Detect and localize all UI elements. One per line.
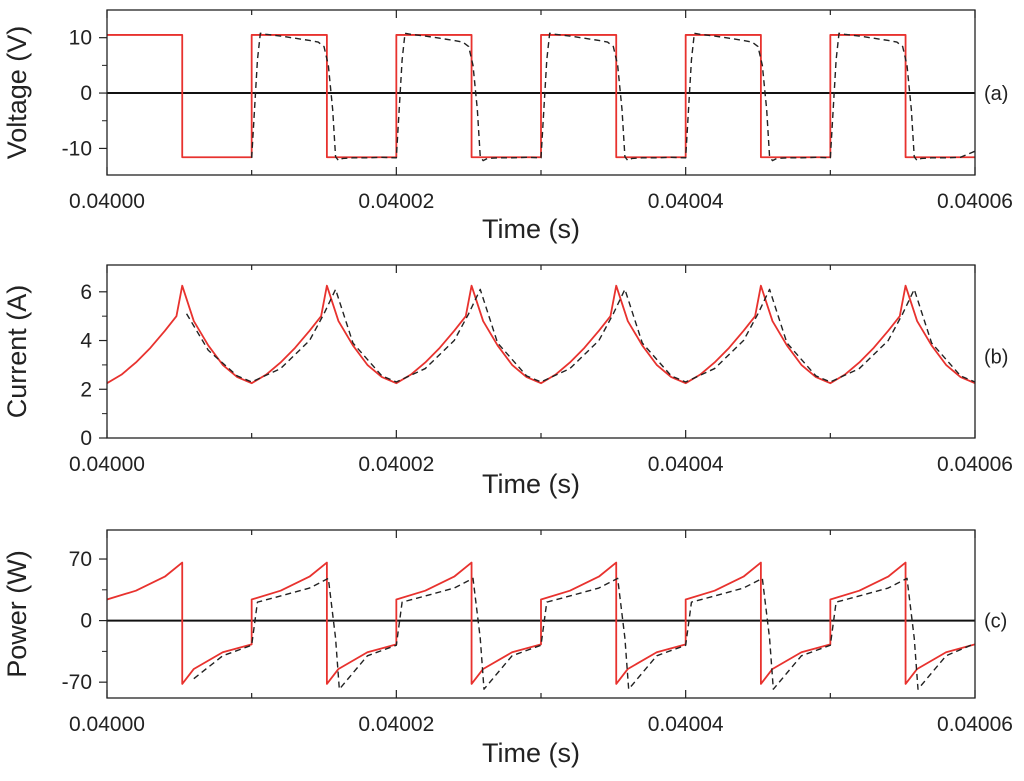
x-tick-label: 0.04002	[358, 453, 434, 476]
y-axis-title: Power (W)	[2, 550, 32, 678]
x-tick-label: 0.04002	[358, 190, 434, 213]
panel-label: (b)	[984, 347, 1008, 369]
x-tick-label: 0.04004	[648, 713, 724, 736]
panel-c: 0.04000 0.04002 0.04004 0.04006 70 0 -70 Time (…	[2, 529, 1013, 768]
plot-frame	[106, 9, 976, 176]
y-tick-label: 0	[80, 82, 92, 105]
y-tick-label: -10	[62, 137, 92, 160]
y-axis-title: Voltage (V)	[2, 26, 32, 160]
series-line-dashed	[250, 32, 975, 162]
x-axis-title: Time (s)	[482, 738, 580, 768]
y-tick-label: -70	[62, 671, 92, 694]
series-line-solid	[107, 284, 975, 385]
y-tick-label: 0	[80, 427, 92, 450]
panel-b: 0.04000 0.04002 0.04004 0.04006 6 4 2 0 Time (s)…	[2, 264, 1013, 499]
y-tick-label: 0	[80, 610, 92, 633]
panel-a: 0.04000 0.04002 0.04004 0.04006 10 0 -10 Time (…	[2, 9, 1013, 244]
series-line-dashed	[193, 577, 975, 690]
y-tick-label: 6	[80, 281, 92, 304]
x-tick-label: 0.04006	[937, 713, 1013, 736]
series-line-solid	[107, 561, 975, 685]
panel-label: (c)	[984, 611, 1007, 633]
x-tick-label: 0.04000	[69, 713, 145, 736]
x-tick-label: 0.04000	[69, 453, 145, 476]
plot-frame	[106, 529, 976, 699]
y-tick-label: 4	[80, 330, 92, 353]
x-tick-label: 0.04006	[937, 190, 1013, 213]
y-tick-label: 10	[69, 27, 92, 50]
y-tick-label: 2	[80, 378, 92, 401]
y-tick-label: 70	[69, 548, 92, 571]
panel-label: (a)	[984, 83, 1008, 105]
plot-frame	[106, 264, 976, 439]
x-tick-label: 0.04004	[648, 190, 724, 213]
series-line-solid	[107, 34, 975, 159]
x-tick-label: 0.04004	[648, 453, 724, 476]
y-axis-title: Current (A)	[2, 285, 32, 419]
x-axis-title: Time (s)	[482, 469, 580, 499]
x-axis-title: Time (s)	[482, 214, 580, 244]
x-tick-label: 0.04006	[937, 453, 1013, 476]
x-tick-label: 0.04002	[358, 713, 434, 736]
x-tick-label: 0.04000	[69, 190, 145, 213]
